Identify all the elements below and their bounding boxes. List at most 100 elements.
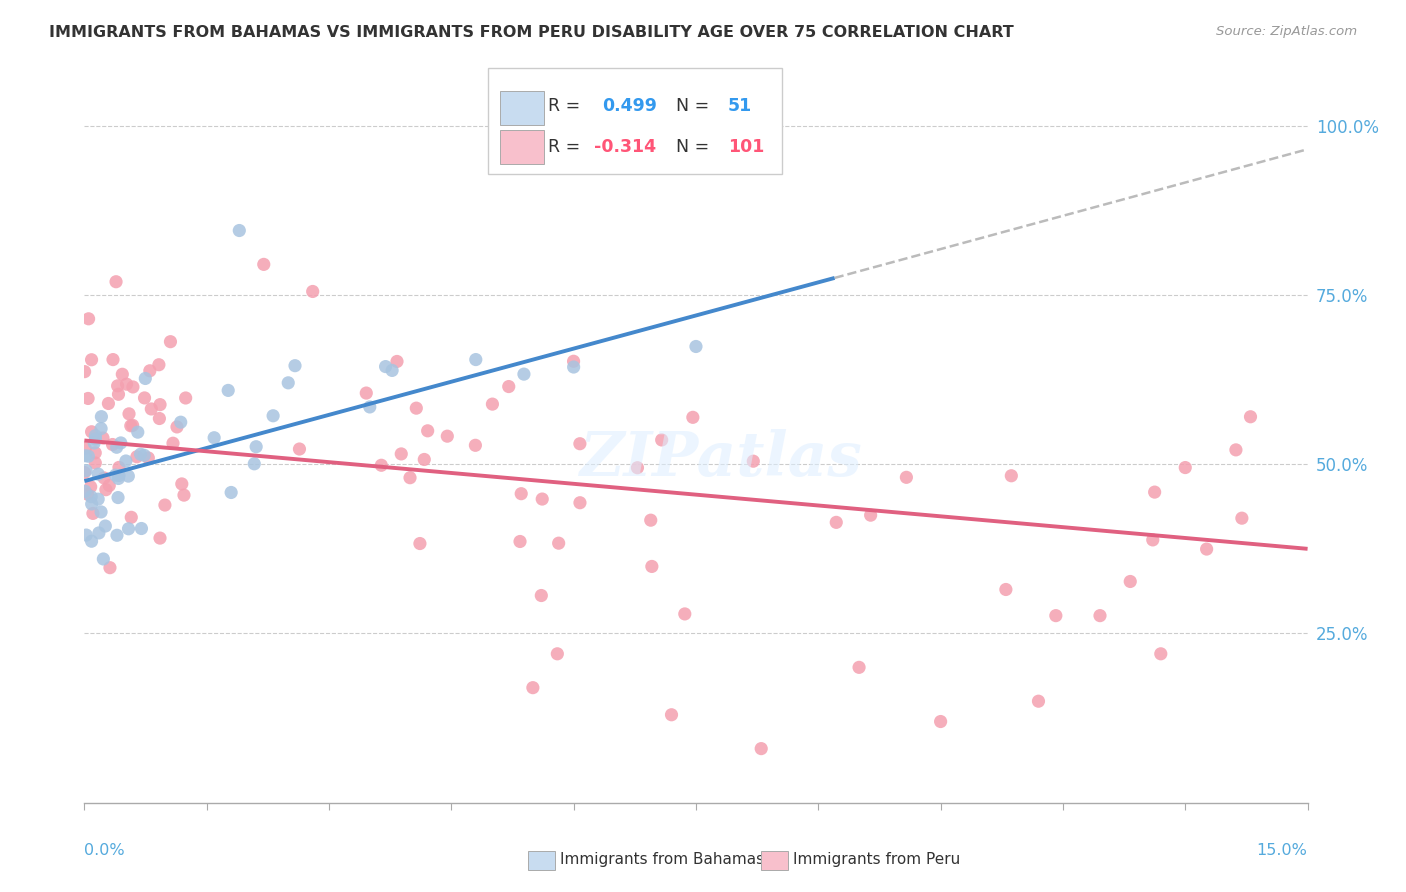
Point — [682, 410, 704, 425]
Point — [510, 486, 533, 500]
Point — [284, 359, 307, 373]
Point — [661, 707, 683, 722]
Text: 15.0%: 15.0% — [1257, 843, 1308, 858]
Point — [84, 456, 107, 470]
Point — [90, 421, 112, 435]
Point — [76, 487, 98, 501]
Point — [848, 660, 870, 674]
Point — [170, 415, 193, 429]
Point — [80, 425, 103, 439]
Point — [370, 458, 392, 473]
Point — [1028, 694, 1050, 708]
Point — [277, 376, 299, 390]
Point — [389, 447, 412, 461]
Point — [374, 359, 396, 374]
Point — [626, 460, 648, 475]
Point — [742, 454, 765, 468]
Point — [399, 471, 422, 485]
Point — [117, 522, 139, 536]
Point — [107, 387, 129, 401]
Text: 0.499: 0.499 — [602, 97, 657, 115]
Point — [77, 449, 100, 463]
Point — [131, 521, 153, 535]
Point — [84, 432, 107, 446]
Point — [87, 467, 110, 482]
Point — [90, 505, 112, 519]
Point — [73, 365, 96, 379]
Point — [134, 391, 156, 405]
Point — [149, 398, 172, 412]
Point — [1000, 468, 1022, 483]
Point — [91, 431, 114, 445]
Point — [134, 371, 156, 385]
Point — [108, 460, 131, 475]
Point — [77, 392, 100, 406]
Point — [673, 607, 696, 621]
Point — [513, 367, 536, 381]
Point — [217, 384, 239, 398]
Point — [219, 485, 242, 500]
Point — [464, 438, 486, 452]
Point — [173, 488, 195, 502]
Point — [115, 454, 138, 468]
Point — [405, 401, 427, 416]
Point — [228, 223, 250, 237]
Point — [749, 741, 772, 756]
Point — [138, 450, 160, 465]
Point — [159, 334, 181, 349]
Point — [101, 352, 124, 367]
Point — [75, 484, 97, 499]
Point — [994, 582, 1017, 597]
Point — [80, 534, 103, 549]
Text: R =: R = — [548, 97, 586, 115]
Point — [153, 498, 176, 512]
Point — [107, 471, 129, 485]
Point — [929, 714, 952, 729]
Point — [75, 441, 97, 455]
Point — [162, 436, 184, 450]
Point — [1088, 608, 1111, 623]
Point — [104, 468, 127, 483]
Point — [97, 396, 120, 410]
Point — [530, 589, 553, 603]
Point — [301, 285, 323, 299]
Point — [385, 354, 408, 368]
FancyBboxPatch shape — [488, 68, 782, 174]
Point — [149, 531, 172, 545]
Point — [118, 407, 141, 421]
Point — [110, 436, 132, 450]
Point — [84, 446, 107, 460]
Point — [356, 386, 378, 401]
Point — [101, 437, 124, 451]
Point — [262, 409, 284, 423]
Point — [509, 534, 531, 549]
Point — [122, 380, 145, 394]
Text: 0.0%: 0.0% — [84, 843, 125, 858]
Point — [75, 464, 97, 478]
Point — [1239, 409, 1261, 424]
Point — [1142, 533, 1164, 547]
Point — [568, 496, 591, 510]
Point — [107, 491, 129, 505]
Point — [1230, 511, 1253, 525]
Point — [562, 359, 585, 374]
Point — [79, 480, 101, 494]
Point — [94, 483, 117, 497]
Point — [640, 513, 662, 527]
Point — [75, 449, 97, 463]
Point — [120, 510, 142, 524]
Text: N =: N = — [676, 97, 716, 115]
Text: 51: 51 — [728, 97, 752, 115]
Point — [134, 448, 156, 462]
Point — [73, 466, 96, 480]
Point — [98, 560, 121, 574]
Point — [111, 368, 134, 382]
Point — [105, 275, 128, 289]
Point — [651, 433, 673, 447]
Text: -0.314: -0.314 — [595, 137, 657, 156]
Point — [1225, 442, 1247, 457]
Point — [93, 471, 115, 485]
Point — [522, 681, 544, 695]
Point — [90, 409, 112, 424]
FancyBboxPatch shape — [501, 130, 544, 163]
